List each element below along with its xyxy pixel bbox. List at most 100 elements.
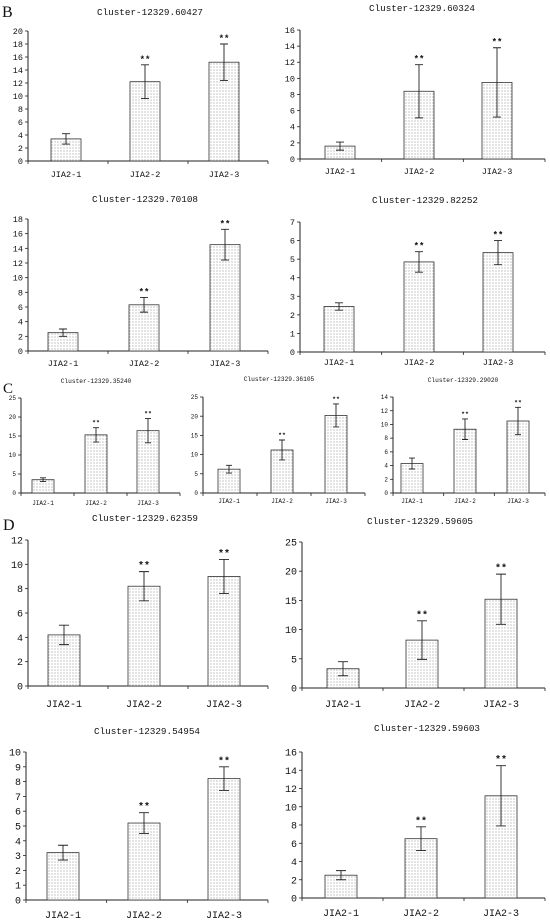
chart-7-jia2-1-error-bar (409, 457, 415, 470)
chart-1-ytick-label-2: 4 (18, 131, 23, 141)
chart-4-jia2-2-xtick-label: JIA2-2 (404, 358, 435, 368)
chart-5-jia2-3-error-bar (145, 418, 151, 444)
chart-4-ytick-label-0: 0 (290, 348, 295, 358)
chart-7-title: Cluster-12329.29020 (428, 377, 499, 384)
chart-7-jia2-2-xtick-label: JIA2-2 (454, 498, 476, 505)
chart-3-ytick-label-7: 14 (13, 244, 23, 254)
chart-8-ytick-label-3: 6 (17, 610, 23, 621)
chart-9-ytick-label-5: 25 (285, 539, 297, 550)
chart-3-jia2-3-bar (209, 244, 241, 352)
chart-3-ytick-label-9: 18 (13, 215, 23, 225)
chart-11-ytick-label-4: 8 (291, 822, 297, 833)
chart-10-ytick-label-8: 8 (15, 778, 21, 789)
chart-5-title: Cluster-12329.35240 (61, 378, 132, 385)
chart-5-jia2-3-xtick-label: JIA2-3 (137, 500, 159, 507)
chart-7-jia2-1-xtick-label: JIA2-1 (401, 498, 423, 505)
chart-6-jia2-2-significance: ** (278, 432, 286, 439)
chart-9-ytick-label-1: 5 (291, 655, 297, 666)
chart-8-ytick-label-2: 4 (17, 634, 23, 645)
chart-3-jia2-1-error-bar (59, 328, 67, 337)
chart-1-ytick-label-8: 16 (13, 53, 23, 63)
chart-10-ytick-label-9: 9 (15, 763, 21, 774)
chart-10-ytick-label-10: 10 (9, 749, 21, 760)
chart-8-jia2-3-xtick-label: JIA2-3 (206, 700, 242, 711)
chart-5-jia2-2-significance: ** (92, 420, 100, 427)
chart-4-ytick-label-1: 1 (290, 329, 295, 339)
chart-2-jia2-3-xtick-label: JIA2-3 (482, 167, 513, 177)
chart-10-jia2-2-significance: ** (138, 802, 150, 814)
chart-1-jia2-3-xtick-label: JIA2-3 (209, 170, 240, 180)
chart-3-ytick-label-3: 6 (18, 303, 23, 313)
chart-1-ytick-label-6: 12 (13, 79, 23, 89)
chart-3-ytick-label-5: 10 (13, 274, 23, 284)
panel-label-c: C (3, 381, 13, 397)
chart-3-jia2-2-significance: ** (139, 287, 150, 297)
chart-1-jia2-2-xtick-label: JIA2-2 (130, 170, 161, 180)
chart-6-jia2-1-xtick-label: JIA2-1 (218, 498, 240, 505)
chart-7-jia2-3-significance: ** (514, 399, 522, 406)
chart-7-ytick-label-3: 6 (384, 449, 388, 456)
chart-9-jia2-3-error-bar (496, 573, 506, 625)
chart-1-ytick-label-10: 20 (13, 27, 23, 37)
chart-11-jia2-3-significance: ** (495, 755, 507, 767)
chart-8-ytick-label-5: 10 (11, 561, 23, 572)
chart-1-jia2-2-significance: ** (140, 55, 151, 65)
chart-3-ytick-label-2: 4 (18, 318, 23, 328)
chart-4-title: Cluster-12329.82252 (372, 195, 478, 206)
chart-4-ytick-label-7: 7 (290, 218, 295, 228)
chart-1-jia2-2-error-bar (141, 64, 149, 100)
chart-6-jia2-3-significance: ** (332, 396, 340, 403)
chart-8-jia2-2-significance: ** (138, 561, 150, 573)
chart-2-ytick-label-5: 10 (285, 74, 295, 84)
chart-5-ytick-label-3: 15 (9, 433, 17, 440)
chart-5-jia2-1-error-bar (40, 477, 46, 483)
panel-label-d: D (3, 517, 15, 534)
chart-10-jia2-3-xtick-label: JIA2-3 (206, 911, 242, 921)
chart-1-ytick-label-5: 10 (13, 92, 23, 102)
chart-3-jia2-3-significance: ** (220, 219, 231, 229)
chart-10-ytick-label-0: 0 (15, 897, 21, 908)
chart-8-jia2-1-error-bar (59, 624, 69, 646)
chart-3-jia2-3-xtick-label: JIA2-3 (210, 359, 241, 369)
chart-8-ytick-label-0: 0 (17, 683, 23, 694)
chart-1-ytick-label-9: 18 (13, 40, 23, 50)
chart-6-jia2-2-error-bar (279, 439, 285, 461)
chart-6-jia2-3-error-bar (333, 403, 339, 428)
chart-3-ytick-label-6: 12 (13, 259, 23, 269)
chart-10: Cluster-12329.54954 0 1 2 3 4 5 6 7 8 9 10 JIA2-1 ** J… (9, 726, 269, 921)
chart-10-jia2-2-xtick-label: JIA2-2 (126, 911, 162, 921)
chart-1-jia2-3-error-bar (220, 43, 228, 81)
chart-4: Cluster-12329.82252 0 1 2 3 4 5 6 7 JIA2-1 ** JIA2-… (290, 195, 546, 368)
chart-5-jia2-2-bar (84, 434, 108, 494)
chart-6-title: Cluster-12329.36105 (244, 376, 315, 383)
chart-1-title: Cluster-12329.60427 (97, 7, 203, 18)
chart-5-jia2-3-significance: ** (144, 411, 152, 418)
chart-1-ytick-label-7: 14 (13, 66, 23, 76)
chart-7-ytick-label-5: 10 (381, 422, 389, 429)
chart-11-ytick-label-8: 16 (285, 749, 297, 760)
chart-3-title: Cluster-12329.70108 (92, 194, 198, 205)
chart-9-jia2-2-error-bar (417, 620, 427, 660)
chart-11-title: Cluster-12329.59603 (374, 723, 480, 734)
chart-2-title: Cluster-12329.60324 (369, 3, 475, 14)
chart-11-ytick-label-3: 6 (291, 840, 297, 851)
chart-3-ytick-label-0: 0 (18, 347, 23, 357)
chart-8-ytick-label-4: 8 (17, 585, 23, 596)
chart-4-jia2-3-significance: ** (493, 231, 504, 241)
chart-9-jia2-3-xtick-label: JIA2-3 (483, 700, 519, 711)
chart-11-jia2-2-significance: ** (415, 816, 427, 828)
chart-11-ytick-label-2: 4 (291, 858, 297, 869)
chart-2-ytick-label-6: 12 (285, 58, 295, 68)
chart-6-ytick-label-3: 15 (191, 433, 199, 440)
chart-9-jia2-2-significance: ** (416, 610, 428, 622)
chart-10-jia2-1-error-bar (58, 844, 68, 861)
chart-4-jia2-3-xtick-label: JIA2-3 (483, 358, 514, 368)
chart-7-ytick-label-0: 0 (384, 490, 388, 497)
chart-10-jia2-3-error-bar (219, 766, 229, 791)
chart-2-ytick-label-2: 4 (290, 123, 295, 133)
chart-4-jia2-1-bar (323, 306, 355, 353)
chart-3-ytick-label-4: 8 (18, 288, 23, 298)
chart-11: Cluster-12329.59603 0 2 4 6 8 10 12 14 16 JIA2-1 **… (285, 723, 546, 920)
chart-7-jia2-3-xtick-label: JIA2-3 (507, 498, 529, 505)
